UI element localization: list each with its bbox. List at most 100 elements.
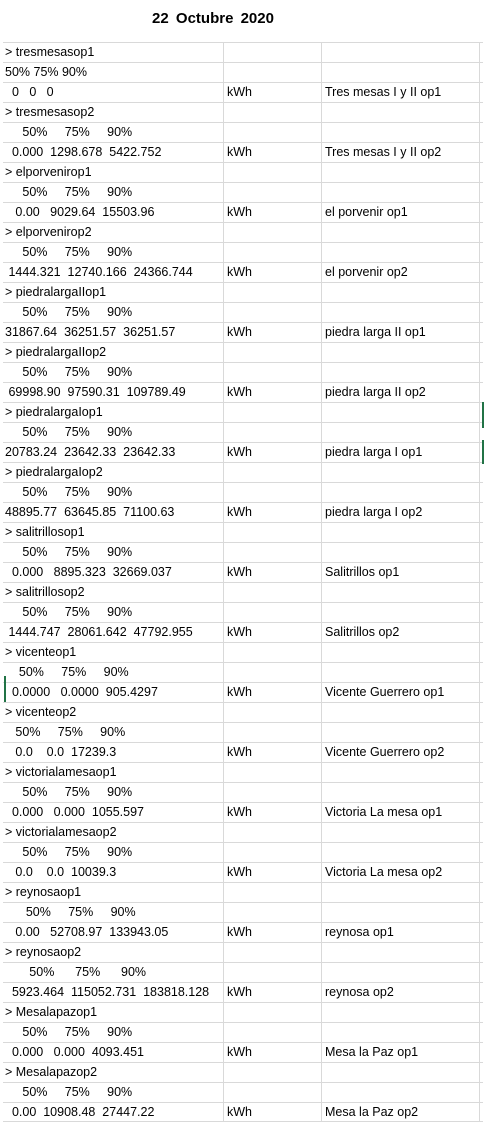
- spreadsheet-grid[interactable]: > tresmesasop1 50% 75% 90% 0 0 0 kWh Tres m…: [3, 42, 483, 1122]
- cell-value[interactable]: > elporvenirop1: [5, 165, 92, 179]
- cell-site-name[interactable]: Salitrillos op2: [325, 625, 400, 639]
- cell-value[interactable]: 50% 75% 90%: [5, 545, 133, 559]
- sheet-row[interactable]: 50% 75% 90%: [3, 422, 483, 442]
- sheet-row[interactable]: 1444.747 28061.642 47792.955 kWh Salitrill…: [3, 622, 483, 642]
- cell-value[interactable]: 50% 75% 90%: [5, 725, 126, 739]
- cell-value[interactable]: > reynosaop2: [5, 945, 82, 959]
- sheet-row[interactable]: 50% 75% 90%: [3, 362, 483, 382]
- cell-value[interactable]: 50% 75% 90%: [5, 845, 133, 859]
- sheet-row[interactable]: > piedralargaIIop2: [3, 342, 483, 362]
- cell-value[interactable]: > tresmesasop1: [5, 45, 95, 59]
- sheet-row[interactable]: 50% 75% 90%: [3, 782, 483, 802]
- cell-value[interactable]: > piedralargaIIop1: [5, 285, 107, 299]
- cell-value[interactable]: 0.0 0.0 17239.3: [5, 745, 117, 759]
- cell-site-name[interactable]: Vicente Guerrero op2: [325, 745, 445, 759]
- sheet-row[interactable]: 50% 75% 90%: [3, 242, 483, 262]
- sheet-row[interactable]: > tresmesasop2: [3, 102, 483, 122]
- cell-unit[interactable]: kWh: [227, 985, 252, 999]
- sheet-row[interactable]: 50% 75% 90%: [3, 602, 483, 622]
- cell-value[interactable]: 0.000 1298.678 5422.752: [5, 145, 162, 159]
- cell-value[interactable]: 0.0 0.0 10039.3: [5, 865, 117, 879]
- cell-value[interactable]: 0.00 52708.97 133943.05: [5, 925, 169, 939]
- cell-unit[interactable]: kWh: [227, 325, 252, 339]
- cell-value[interactable]: 0.0000 0.0000 905.4297: [5, 685, 158, 699]
- cell-unit[interactable]: kWh: [227, 265, 252, 279]
- cell-value[interactable]: 0 0 0: [5, 85, 54, 99]
- sheet-row[interactable]: 0.00 10908.48 27447.22 kWh Mesa la Paz op2: [3, 1102, 483, 1122]
- cell-value[interactable]: 69998.90 97590.31 109789.49: [5, 385, 186, 399]
- cell-value[interactable]: > salitrillosop2: [5, 585, 85, 599]
- sheet-row[interactable]: 50% 75% 90%: [3, 722, 483, 742]
- sheet-row[interactable]: 50% 75% 90%: [3, 302, 483, 322]
- sheet-row[interactable]: 31867.64 36251.57 36251.57 kWh piedra larg…: [3, 322, 483, 342]
- cell-value[interactable]: 5923.464 115052.731 183818.128: [5, 985, 210, 999]
- cell-site-name[interactable]: Tres mesas I y II op1: [325, 85, 442, 99]
- cell-value[interactable]: 0.000 8895.323 32669.037: [5, 565, 172, 579]
- cell-unit[interactable]: kWh: [227, 1045, 252, 1059]
- cell-value[interactable]: > vicenteop2: [5, 705, 77, 719]
- cell-value[interactable]: > victorialamesaop2: [5, 825, 117, 839]
- sheet-row[interactable]: 0.000 8895.323 32669.037 kWh Salitrillos o…: [3, 562, 483, 582]
- cell-value[interactable]: 50% 75% 90%: [5, 485, 133, 499]
- cell-value[interactable]: 50% 75% 90%: [5, 65, 88, 79]
- cell-unit[interactable]: kWh: [227, 205, 252, 219]
- sheet-row[interactable]: 50% 75% 90%: [3, 62, 483, 82]
- cell-unit[interactable]: kWh: [227, 145, 252, 159]
- cell-value[interactable]: > piedralargaIop1: [5, 405, 103, 419]
- cell-value[interactable]: 50% 75% 90%: [5, 605, 133, 619]
- cell-value[interactable]: 50% 75% 90%: [5, 665, 129, 679]
- sheet-row[interactable]: 0.000 1298.678 5422.752 kWh Tres mesas I y…: [3, 142, 483, 162]
- cell-site-name[interactable]: piedra larga II op2: [325, 385, 426, 399]
- cell-site-name[interactable]: piedra larga I op2: [325, 505, 423, 519]
- cell-value[interactable]: 0.000 0.000 4093.451: [5, 1045, 145, 1059]
- cell-value[interactable]: 48895.77 63645.85 71100.63: [5, 505, 175, 519]
- cell-value[interactable]: 50% 75% 90%: [5, 125, 133, 139]
- cell-value[interactable]: 50% 75% 90%: [5, 185, 133, 199]
- cell-value[interactable]: 50% 75% 90%: [5, 305, 133, 319]
- sheet-row[interactable]: 0.0 0.0 17239.3 kWh Vicente Guerrero op2: [3, 742, 483, 762]
- sheet-row[interactable]: 69998.90 97590.31 109789.49 kWh piedra lar…: [3, 382, 483, 402]
- cell-site-name[interactable]: Mesa la Paz op1: [325, 1045, 419, 1059]
- cell-value[interactable]: 0.00 9029.64 15503.96: [5, 205, 155, 219]
- sheet-row[interactable]: 50% 75% 90%: [3, 482, 483, 502]
- cell-value[interactable]: 0.000 0.000 1055.597: [5, 805, 145, 819]
- cell-site-name[interactable]: Victoria La mesa op2: [325, 865, 443, 879]
- cell-value[interactable]: 0.00 10908.48 27447.22: [5, 1105, 155, 1119]
- cell-value[interactable]: > salitrillosop1: [5, 525, 85, 539]
- cell-value[interactable]: > reynosaop1: [5, 885, 82, 899]
- cell-site-name[interactable]: reynosa op1: [325, 925, 394, 939]
- cell-site-name[interactable]: Tres mesas I y II op2: [325, 145, 442, 159]
- cell-unit[interactable]: kWh: [227, 745, 252, 759]
- cell-unit[interactable]: kWh: [227, 565, 252, 579]
- cell-value[interactable]: 50% 75% 90%: [5, 1025, 133, 1039]
- sheet-row[interactable]: 50% 75% 90%: [3, 842, 483, 862]
- cell-value[interactable]: > piedralargaIIop2: [5, 345, 107, 359]
- cell-value[interactable]: 50% 75% 90%: [5, 965, 147, 979]
- sheet-row[interactable]: > Mesalapazop1: [3, 1002, 483, 1022]
- sheet-row[interactable]: 50% 75% 90%: [3, 962, 483, 982]
- cell-unit[interactable]: kWh: [227, 625, 252, 639]
- sheet-row[interactable]: 50% 75% 90%: [3, 662, 483, 682]
- cell-value[interactable]: 50% 75% 90%: [5, 365, 133, 379]
- cell-site-name[interactable]: el porvenir op1: [325, 205, 408, 219]
- cell-value[interactable]: > Mesalapazop1: [5, 1005, 98, 1019]
- cell-value[interactable]: 1444.747 28061.642 47792.955: [5, 625, 193, 639]
- sheet-row[interactable]: 0.0000 0.0000 905.4297 kWh Vicente Guerrer…: [3, 682, 483, 702]
- sheet-row[interactable]: 0.000 0.000 4093.451 kWh Mesa la Paz op1: [3, 1042, 483, 1062]
- sheet-row[interactable]: > reynosaop2: [3, 942, 483, 962]
- sheet-row[interactable]: > tresmesasop1: [3, 42, 483, 62]
- cell-unit[interactable]: kWh: [227, 925, 252, 939]
- cell-value[interactable]: > elporvenirop2: [5, 225, 92, 239]
- sheet-row[interactable]: 50% 75% 90%: [3, 182, 483, 202]
- cell-unit[interactable]: kWh: [227, 805, 252, 819]
- sheet-row[interactable]: > elporvenirop1: [3, 162, 483, 182]
- sheet-row[interactable]: > salitrillosop1: [3, 522, 483, 542]
- cell-unit[interactable]: kWh: [227, 865, 252, 879]
- sheet-row[interactable]: 0 0 0 kWh Tres mesas I y II op1: [3, 82, 483, 102]
- sheet-row[interactable]: 1444.321 12740.166 24366.744 kWh el porven…: [3, 262, 483, 282]
- sheet-row[interactable]: 5923.464 115052.731 183818.128 kWh reynosa…: [3, 982, 483, 1002]
- cell-value[interactable]: 31867.64 36251.57 36251.57: [5, 325, 176, 339]
- sheet-row[interactable]: > vicenteop2: [3, 702, 483, 722]
- cell-value[interactable]: 50% 75% 90%: [5, 1085, 133, 1099]
- sheet-row[interactable]: 20783.24 23642.33 23642.33 kWh piedra larg…: [3, 442, 483, 462]
